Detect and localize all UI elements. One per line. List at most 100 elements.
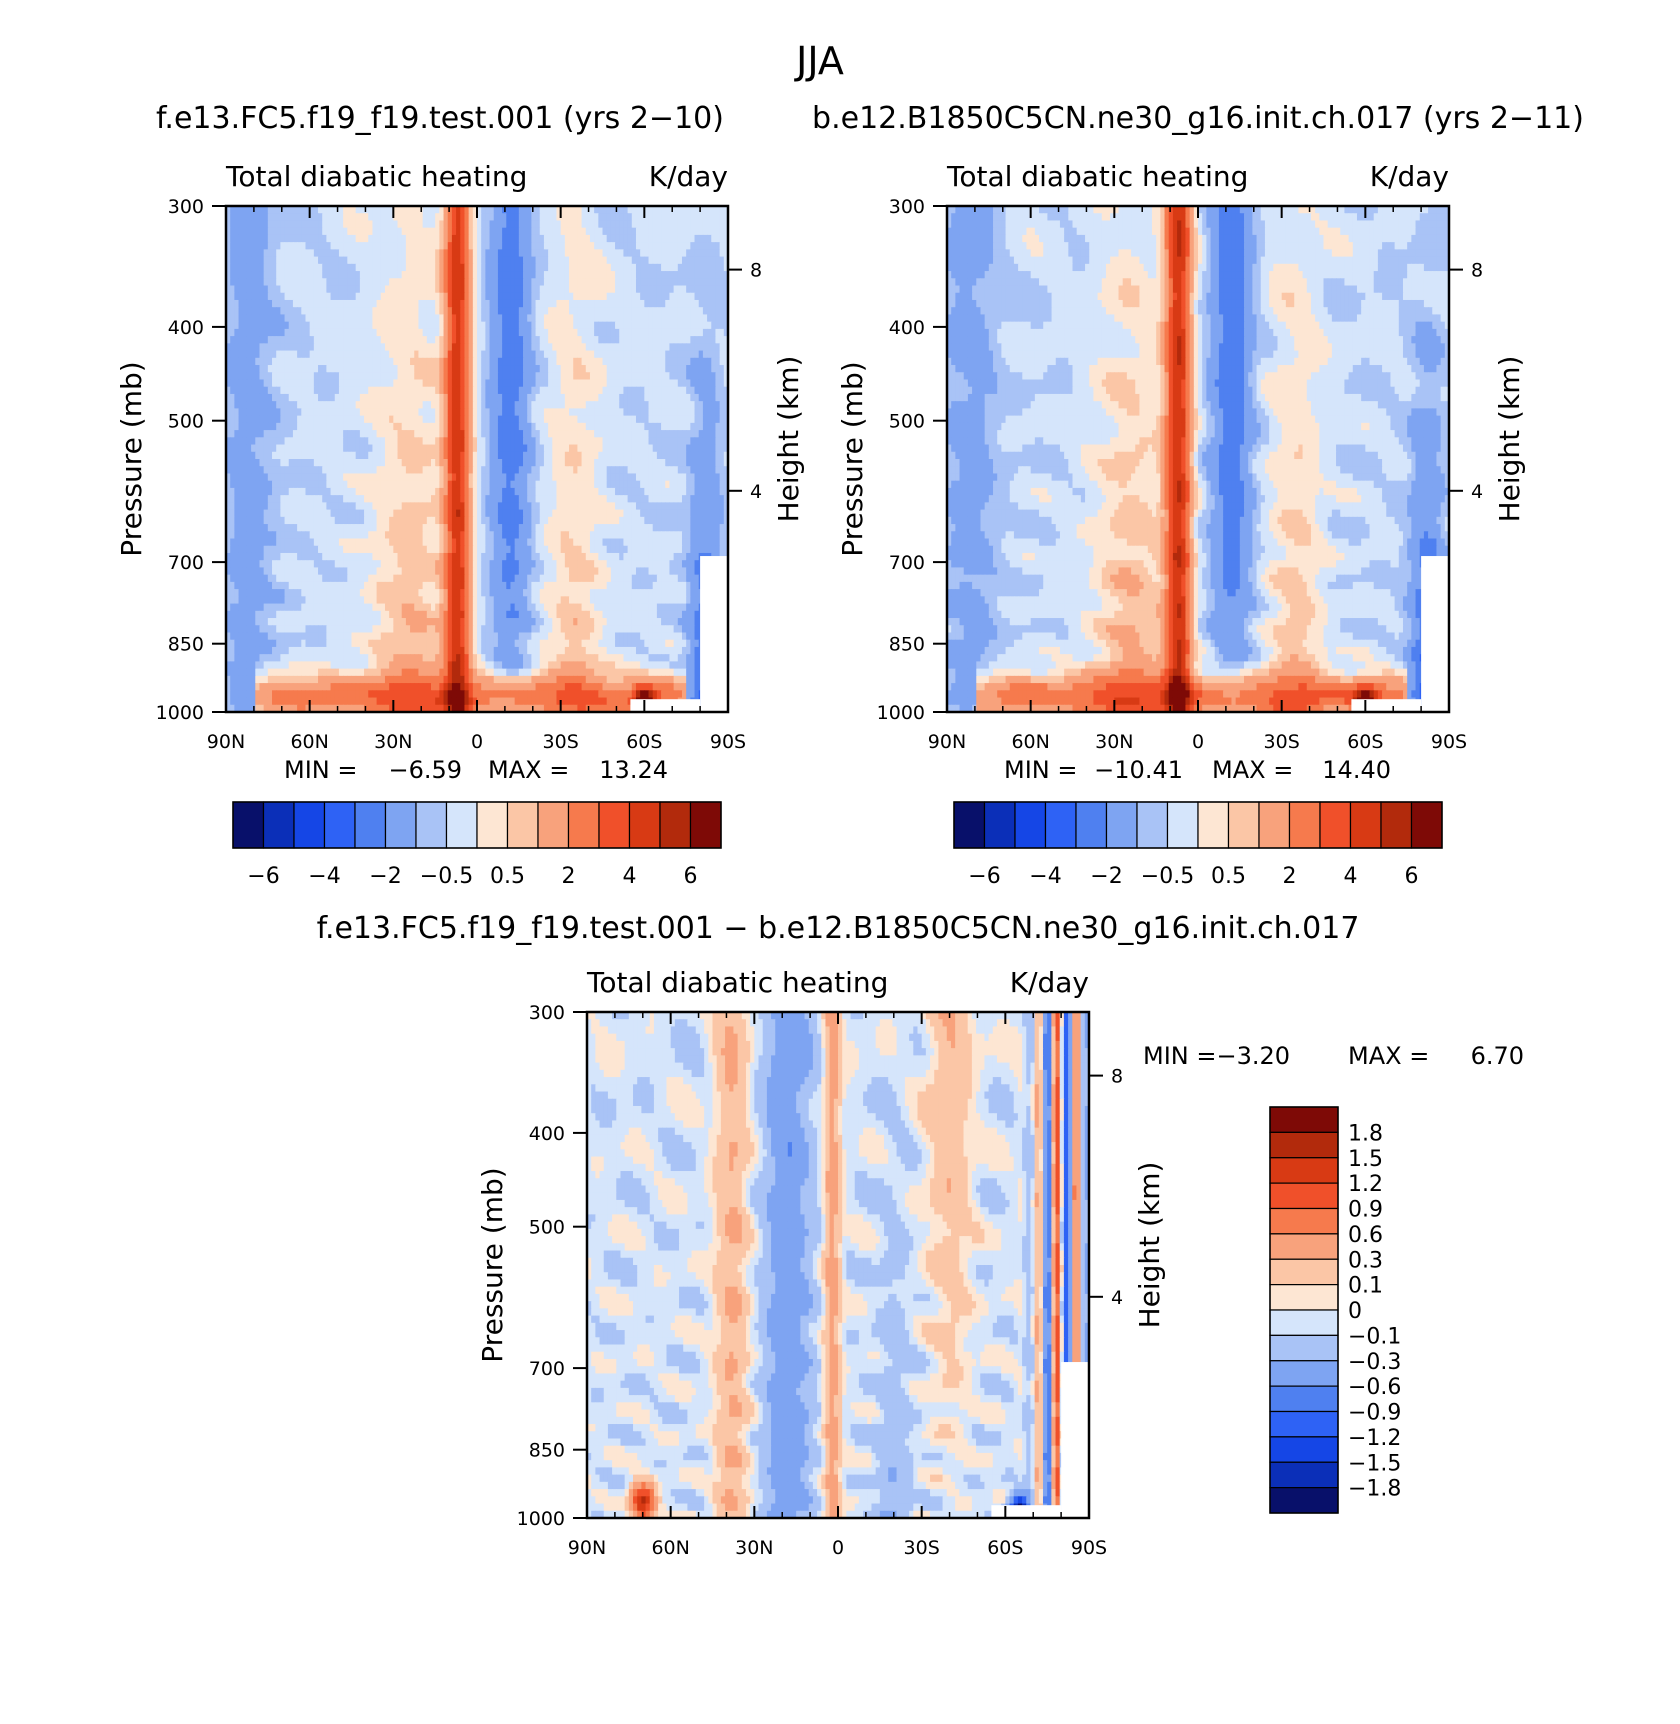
heatmap-cell	[631, 393, 637, 402]
heatmap-cell	[343, 372, 348, 381]
heatmap-cell	[343, 365, 348, 373]
heatmap-cell	[443, 393, 449, 402]
heatmap-cell	[719, 379, 725, 388]
heatmap-cell	[707, 285, 712, 294]
heatmap-cell	[598, 249, 604, 258]
heatmap-cell	[489, 415, 495, 424]
heatmap-cell	[635, 213, 641, 222]
heatmap-cell	[267, 430, 273, 438]
heatmap-cell	[602, 299, 608, 308]
heatmap-cell	[251, 242, 256, 250]
heatmap-cell	[648, 372, 654, 381]
heatmap-cell	[573, 328, 578, 337]
heatmap-cell	[297, 336, 302, 344]
heatmap-cell	[389, 365, 394, 373]
heatmap-cell	[376, 285, 382, 294]
heatmap-cell	[251, 343, 256, 352]
heatmap-cell	[397, 234, 403, 243]
heatmap-cell	[698, 271, 704, 279]
heatmap-cell	[422, 473, 428, 482]
heatmap-cell	[401, 350, 407, 359]
heatmap-cell	[715, 328, 721, 337]
heatmap-cell	[305, 437, 311, 446]
heatmap-cell	[397, 278, 403, 287]
heatmap-cell	[506, 408, 512, 417]
heatmap-cell	[715, 495, 721, 503]
heatmap-cell	[652, 451, 658, 460]
heatmap-cell	[234, 459, 240, 467]
heatmap-cell	[723, 263, 729, 272]
heatmap-cell	[288, 206, 294, 214]
heatmap-cell	[715, 350, 721, 359]
heatmap-cell	[585, 234, 591, 243]
heatmap-cell	[694, 336, 700, 344]
heatmap-cell	[301, 430, 307, 438]
heatmap-cell	[594, 242, 599, 250]
heatmap-cell	[305, 365, 311, 373]
heatmap-cell	[535, 480, 541, 489]
heatmap-cell	[573, 495, 578, 503]
heatmap-cell	[238, 415, 244, 424]
heatmap-cell	[477, 256, 482, 265]
heatmap-cell	[393, 336, 399, 344]
heatmap-cell	[652, 350, 658, 359]
heatmap-cell	[606, 473, 612, 482]
heatmap-cell	[376, 415, 382, 424]
heatmap-cell	[681, 227, 687, 236]
heatmap-cell	[309, 473, 315, 482]
heatmap-cell	[569, 422, 574, 431]
heatmap-cell	[230, 401, 235, 409]
heatmap-cell	[594, 278, 599, 287]
heatmap-cell	[368, 430, 374, 438]
heatmap-cell	[707, 430, 712, 438]
heatmap-cell	[284, 430, 290, 438]
heatmap-cell	[347, 350, 353, 359]
heatmap-cell	[656, 292, 662, 301]
heatmap-cell	[569, 401, 574, 409]
heatmap-cell	[468, 437, 474, 446]
heatmap-cell	[606, 227, 612, 236]
heatmap-cell	[669, 227, 675, 236]
heatmap-cell	[272, 234, 277, 243]
heatmap-cell	[318, 271, 323, 279]
heatmap-cell	[619, 263, 625, 272]
heatmap-cell	[497, 444, 503, 453]
heatmap-cell	[297, 249, 302, 258]
colorbar-swatch	[628, 801, 661, 849]
heatmap-cell	[372, 401, 378, 409]
heatmap-cell	[598, 321, 604, 330]
heatmap-cell	[472, 242, 478, 250]
heatmap-cell	[686, 393, 691, 402]
heatmap-cell	[464, 473, 470, 482]
heatmap-cell	[280, 206, 286, 214]
heatmap-cell	[669, 278, 675, 287]
heatmap-cell	[326, 213, 332, 222]
heatmap-cell	[447, 307, 453, 316]
heatmap-cell	[573, 285, 578, 294]
heatmap-cell	[422, 307, 428, 316]
heatmap-cell	[384, 343, 390, 352]
heatmap-cell	[644, 365, 650, 373]
heatmap-cell	[230, 386, 235, 395]
heatmap-cell	[648, 271, 654, 279]
heatmap-cell	[460, 242, 466, 250]
heatmap-cell	[485, 357, 491, 366]
heatmap-cell	[560, 278, 566, 287]
heatmap-cell	[468, 285, 474, 294]
heatmap-cell	[648, 249, 654, 258]
heatmap-cell	[410, 343, 415, 352]
heatmap-cell	[661, 328, 666, 337]
heatmap-cell	[715, 249, 721, 258]
heatmap-cell	[493, 307, 499, 316]
heatmap-cell	[389, 328, 394, 337]
colorbar-label: 2	[562, 864, 576, 889]
heatmap-cell	[472, 437, 478, 446]
heatmap-cell	[707, 444, 712, 453]
heatmap-cell	[681, 357, 687, 366]
heatmap-cell	[226, 271, 231, 279]
heatmap-cell	[631, 459, 637, 467]
heatmap-cell	[443, 321, 449, 330]
heatmap-cell	[560, 234, 566, 243]
heatmap-cell	[615, 422, 620, 431]
heatmap-cell	[585, 495, 591, 503]
